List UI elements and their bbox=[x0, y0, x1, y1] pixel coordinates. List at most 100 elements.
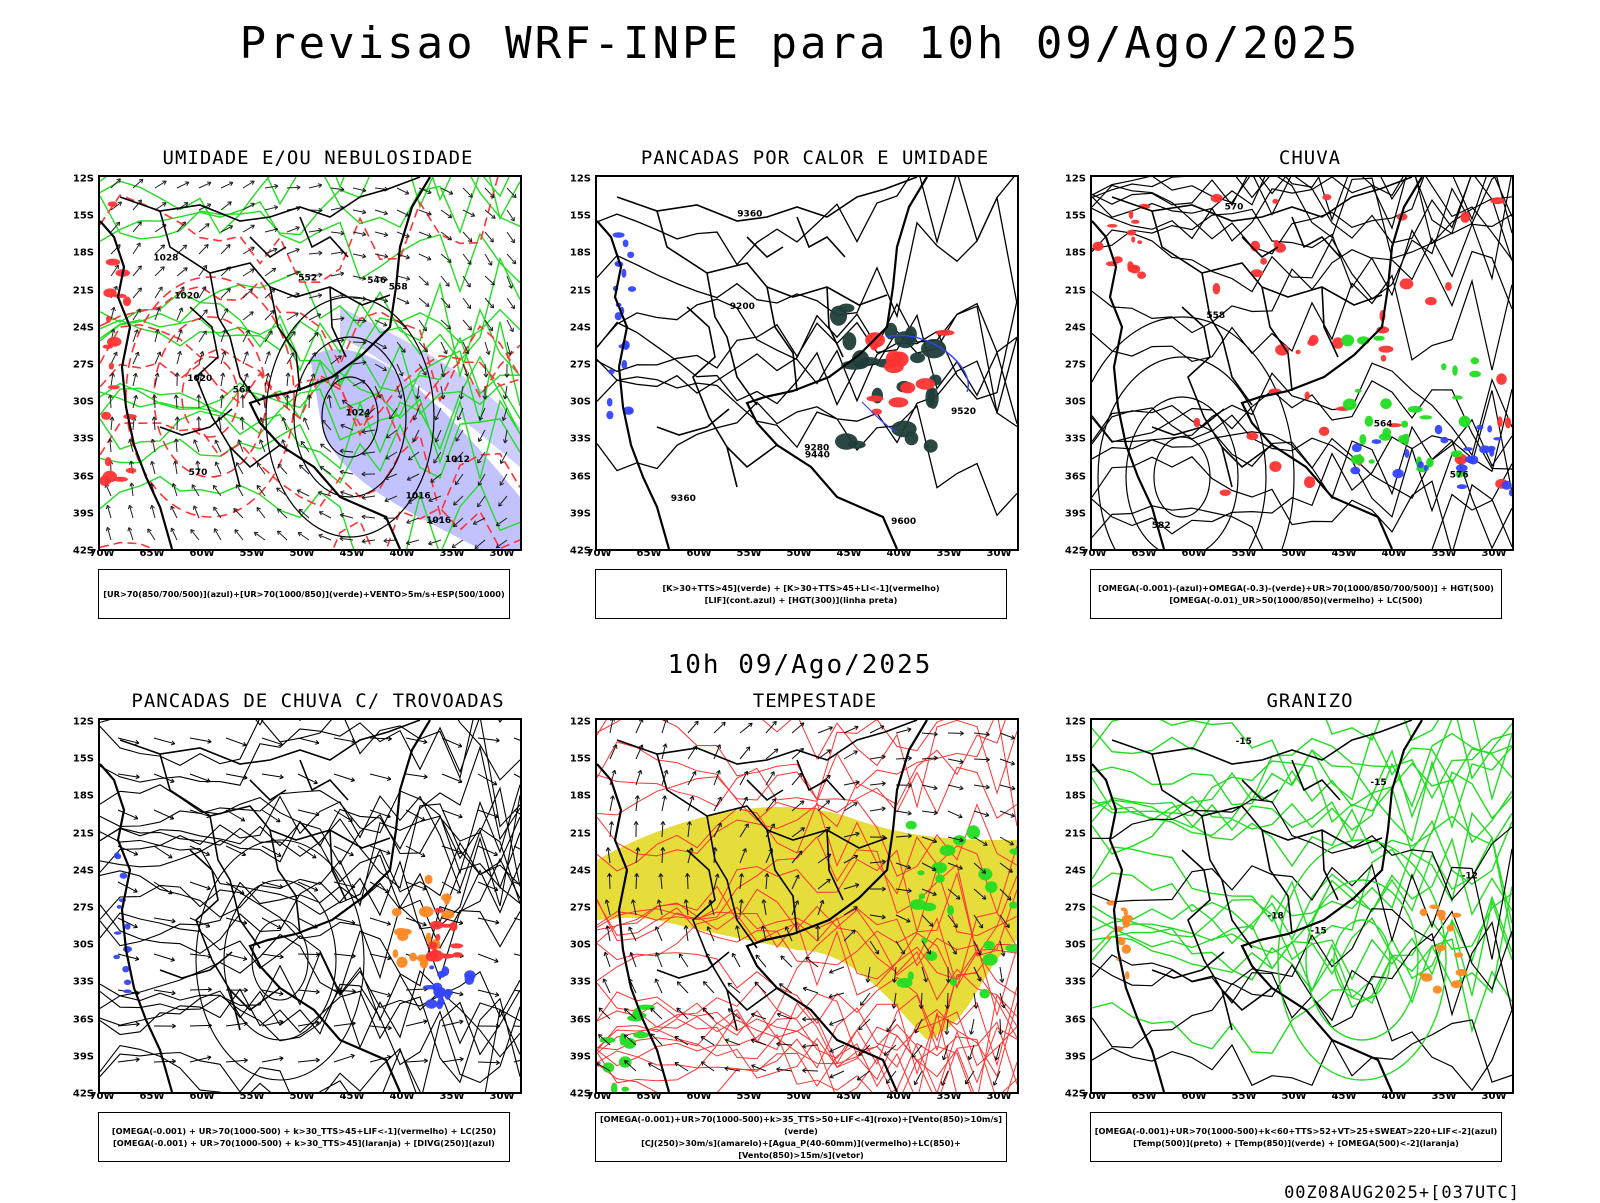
contour-label: -18 bbox=[1268, 912, 1284, 922]
longitude-tick: 60W bbox=[1182, 548, 1207, 559]
latitude-tick: 18S bbox=[570, 791, 591, 802]
latitude-tick: 12S bbox=[570, 174, 591, 185]
legend-line: [Temp(500)](preto) + [Temp(850)](verde) … bbox=[1133, 1137, 1459, 1149]
longitude-tick: 65W bbox=[140, 548, 165, 559]
longitude-tick: 55W bbox=[737, 548, 762, 559]
latitude-tick: 27S bbox=[73, 360, 94, 371]
latitude-tick: 21S bbox=[570, 828, 591, 839]
longitude-tick: 35W bbox=[1432, 548, 1457, 559]
latitude-tick: 18S bbox=[1065, 791, 1086, 802]
contour-label: 558 bbox=[1206, 311, 1225, 321]
longitude-tick: 45W bbox=[837, 1091, 862, 1102]
panel-title: PANCADAS POR CALOR E UMIDADE bbox=[575, 147, 1055, 169]
panel-title: PANCADAS DE CHUVA C/ TROVOADAS bbox=[78, 690, 558, 712]
latitude-tick: 15S bbox=[73, 754, 94, 765]
longitude-tick: 45W bbox=[340, 548, 365, 559]
longitude-tick: 65W bbox=[1132, 1091, 1157, 1102]
latitude-tick: 36S bbox=[73, 1014, 94, 1025]
latitude-tick: 24S bbox=[570, 865, 591, 876]
latitude-tick: 15S bbox=[570, 754, 591, 765]
main-title: Previsao WRF-INPE para 10h 09/Ago/2025 bbox=[0, 18, 1600, 69]
latitude-tick: 21S bbox=[73, 828, 94, 839]
contour-label: -15 bbox=[1236, 737, 1252, 747]
latitude-tick: 21S bbox=[570, 285, 591, 296]
longitude-tick: 35W bbox=[937, 1091, 962, 1102]
latitude-tick: 18S bbox=[73, 248, 94, 259]
longitude-tick: 70W bbox=[1082, 548, 1107, 559]
longitude-tick: 65W bbox=[637, 548, 662, 559]
latitude-tick: 24S bbox=[73, 322, 94, 333]
contour-label: 9280 bbox=[804, 443, 829, 453]
mid-title: 10h 09/Ago/2025 bbox=[0, 650, 1600, 680]
latitude-tick: 18S bbox=[570, 248, 591, 259]
longitude-tick: 60W bbox=[1182, 1091, 1207, 1102]
forecast-map: -15-15-12-18-15 bbox=[1090, 718, 1514, 1094]
longitude-tick: 40W bbox=[390, 1091, 415, 1102]
contour-label: 564 bbox=[1374, 419, 1393, 429]
latitude-tick: 33S bbox=[570, 434, 591, 445]
latitude-tick: 21S bbox=[1065, 285, 1086, 296]
longitude-tick: 55W bbox=[1232, 548, 1257, 559]
longitude-tick: 55W bbox=[240, 1091, 265, 1102]
panel-title: UMIDADE E/OU NEBULOSIDADE bbox=[78, 147, 558, 169]
longitude-tick: 40W bbox=[390, 548, 415, 559]
latitude-tick: 27S bbox=[1065, 360, 1086, 371]
latitude-tick: 12S bbox=[1065, 717, 1086, 728]
longitude-tick: 45W bbox=[1332, 1091, 1357, 1102]
contour-label: 9520 bbox=[951, 407, 976, 417]
longitude-tick: 30W bbox=[490, 1091, 515, 1102]
contour-label: -15 bbox=[1311, 927, 1327, 937]
contour-label: 546 bbox=[367, 276, 386, 286]
longitude-tick: 30W bbox=[490, 548, 515, 559]
longitude-tick: 60W bbox=[687, 1091, 712, 1102]
panel-title: GRANIZO bbox=[1070, 690, 1550, 712]
longitude-tick: 60W bbox=[687, 548, 712, 559]
longitude-tick: 30W bbox=[987, 548, 1012, 559]
longitude-tick: 50W bbox=[787, 548, 812, 559]
longitude-tick: 30W bbox=[987, 1091, 1012, 1102]
panel-legend: [OMEGA(-0.001) + UR>70(1000-500) + k>30_… bbox=[98, 1112, 510, 1162]
contour-label: 1024 bbox=[346, 408, 371, 418]
longitude-tick: 50W bbox=[1282, 1091, 1307, 1102]
contour-label: 576 bbox=[1450, 471, 1469, 481]
latitude-tick: 15S bbox=[1065, 211, 1086, 222]
latitude-tick: 36S bbox=[570, 471, 591, 482]
legend-line: [OMEGA(-0.001) + UR>70(1000-500) + k>30_… bbox=[112, 1125, 496, 1137]
panel-legend: [K>30+TTS>45](verde) + [K>30+TTS>45+LI<-… bbox=[595, 569, 1007, 619]
latitude-tick: 39S bbox=[570, 508, 591, 519]
longitude-tick: 70W bbox=[587, 548, 612, 559]
longitude-tick: 40W bbox=[887, 1091, 912, 1102]
legend-line: [OMEGA(-0.01)_UR>50(1000/850)(vermelho) … bbox=[1169, 594, 1422, 606]
panel-legend: [OMEGA(-0.001)-(azul)+OMEGA(-0.3)-(verde… bbox=[1090, 569, 1502, 619]
latitude-tick: 12S bbox=[73, 717, 94, 728]
contour-label: 558 bbox=[389, 283, 408, 293]
latitude-tick: 24S bbox=[1065, 322, 1086, 333]
latitude-tick: 27S bbox=[73, 903, 94, 914]
contour-label: 9600 bbox=[891, 517, 916, 527]
latitude-tick: 39S bbox=[73, 508, 94, 519]
contour-label: 1012 bbox=[445, 455, 470, 465]
latitude-tick: 15S bbox=[73, 211, 94, 222]
latitude-tick: 15S bbox=[1065, 754, 1086, 765]
contour-label: 552 bbox=[298, 273, 317, 283]
legend-line: [OMEGA(-0.001)+UR>70(1000-500)+k>35_TTS>… bbox=[596, 1113, 1006, 1137]
longitude-tick: 70W bbox=[587, 1091, 612, 1102]
latitude-tick: 18S bbox=[1065, 248, 1086, 259]
longitude-tick: 60W bbox=[190, 548, 215, 559]
latitude-tick: 24S bbox=[73, 865, 94, 876]
contour-label: 582 bbox=[1152, 521, 1171, 531]
longitude-tick: 45W bbox=[340, 1091, 365, 1102]
contour-label: 1016 bbox=[426, 516, 451, 526]
longitude-tick: 50W bbox=[1282, 548, 1307, 559]
contour-label: -12 bbox=[1462, 872, 1478, 882]
